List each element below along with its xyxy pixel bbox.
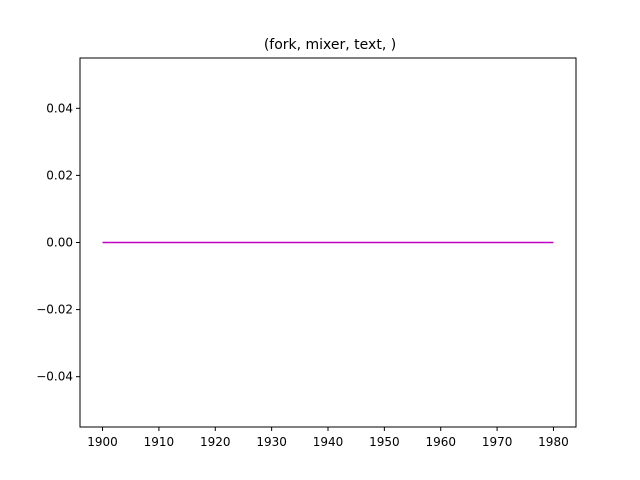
chart-title: (fork, mixer, text, ) (264, 37, 396, 53)
x-tick-label: 1970 (482, 435, 513, 449)
y-axis: −0.04 −0.02 0.00 0.02 0.04 (36, 101, 80, 384)
y-tick-label: −0.04 (36, 370, 73, 384)
x-tick-label: 1950 (369, 435, 400, 449)
x-axis: 1900 1910 1920 1930 1940 1950 1960 1970 1980 (87, 427, 569, 449)
x-tick-label: 1980 (538, 435, 569, 449)
y-tick-label: 0.00 (46, 236, 73, 250)
x-tick-label: 1920 (200, 435, 231, 449)
x-tick-label: 1960 (425, 435, 456, 449)
x-tick-label: 1910 (144, 435, 175, 449)
y-tick-label: −0.02 (36, 303, 73, 317)
x-tick-label: 1900 (87, 435, 118, 449)
y-tick-label: 0.04 (46, 101, 73, 115)
x-tick-label: 1940 (313, 435, 344, 449)
x-tick-label: 1930 (256, 435, 287, 449)
y-tick-label: 0.02 (46, 168, 73, 182)
